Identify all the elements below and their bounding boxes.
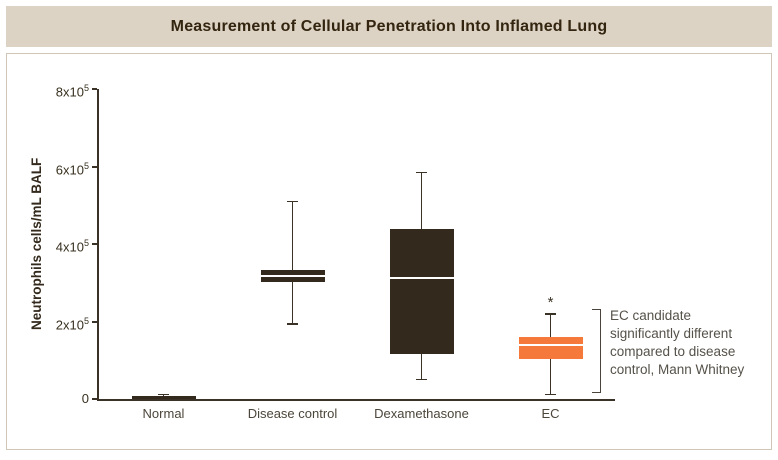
chart-panel: Neutrophils cells/mL BALF 0 2x105 4x105 6x1… (6, 53, 772, 450)
median-line (518, 343, 583, 346)
y-tick-label: 2x105 (55, 315, 89, 332)
whisker-line (291, 201, 294, 324)
box-normal (131, 395, 196, 399)
x-tick-label: Disease control (247, 406, 338, 421)
box-ec (518, 336, 583, 359)
median-line (260, 275, 325, 278)
plot-area: 0 2x105 4x105 6x105 8x105 Normal Disease contr… (56, 83, 615, 421)
whisker-cap-bottom (545, 393, 556, 396)
whisker-cap-top (416, 171, 427, 174)
significance-marker: * (547, 293, 554, 311)
y-tick-label: 6x105 (55, 160, 89, 177)
median-line (389, 277, 454, 280)
y-tick-mark (92, 243, 97, 245)
box-dexamethasone (389, 228, 454, 354)
x-tick-label: Dexamethasone (374, 406, 469, 421)
y-tick-mark (92, 165, 97, 168)
y-tick-label: 0 (81, 391, 89, 406)
whisker-cap-top (287, 200, 298, 203)
significance-annotation: EC candidate significantly different com… (610, 308, 745, 377)
x-tick-label: EC (541, 406, 560, 421)
x-tick-label: Normal (142, 406, 185, 421)
y-tick-label: 4x105 (55, 238, 89, 255)
y-tick-mark (92, 88, 97, 90)
whisker-cap-bottom (158, 398, 169, 400)
whisker-cap-top (545, 313, 556, 315)
whisker-cap-bottom (287, 323, 298, 325)
y-tick-label: 8x105 (55, 83, 89, 100)
chart-title-bar: Measurement of Cellular Penetration Into… (6, 6, 772, 47)
y-tick-mark (92, 398, 97, 400)
y-tick-mark (92, 320, 97, 323)
chart-title: Measurement of Cellular Penetration Into… (170, 17, 608, 35)
whisker-cap-bottom (416, 378, 427, 381)
whisker-cap-top (158, 393, 169, 396)
significance-bracket (592, 309, 601, 393)
